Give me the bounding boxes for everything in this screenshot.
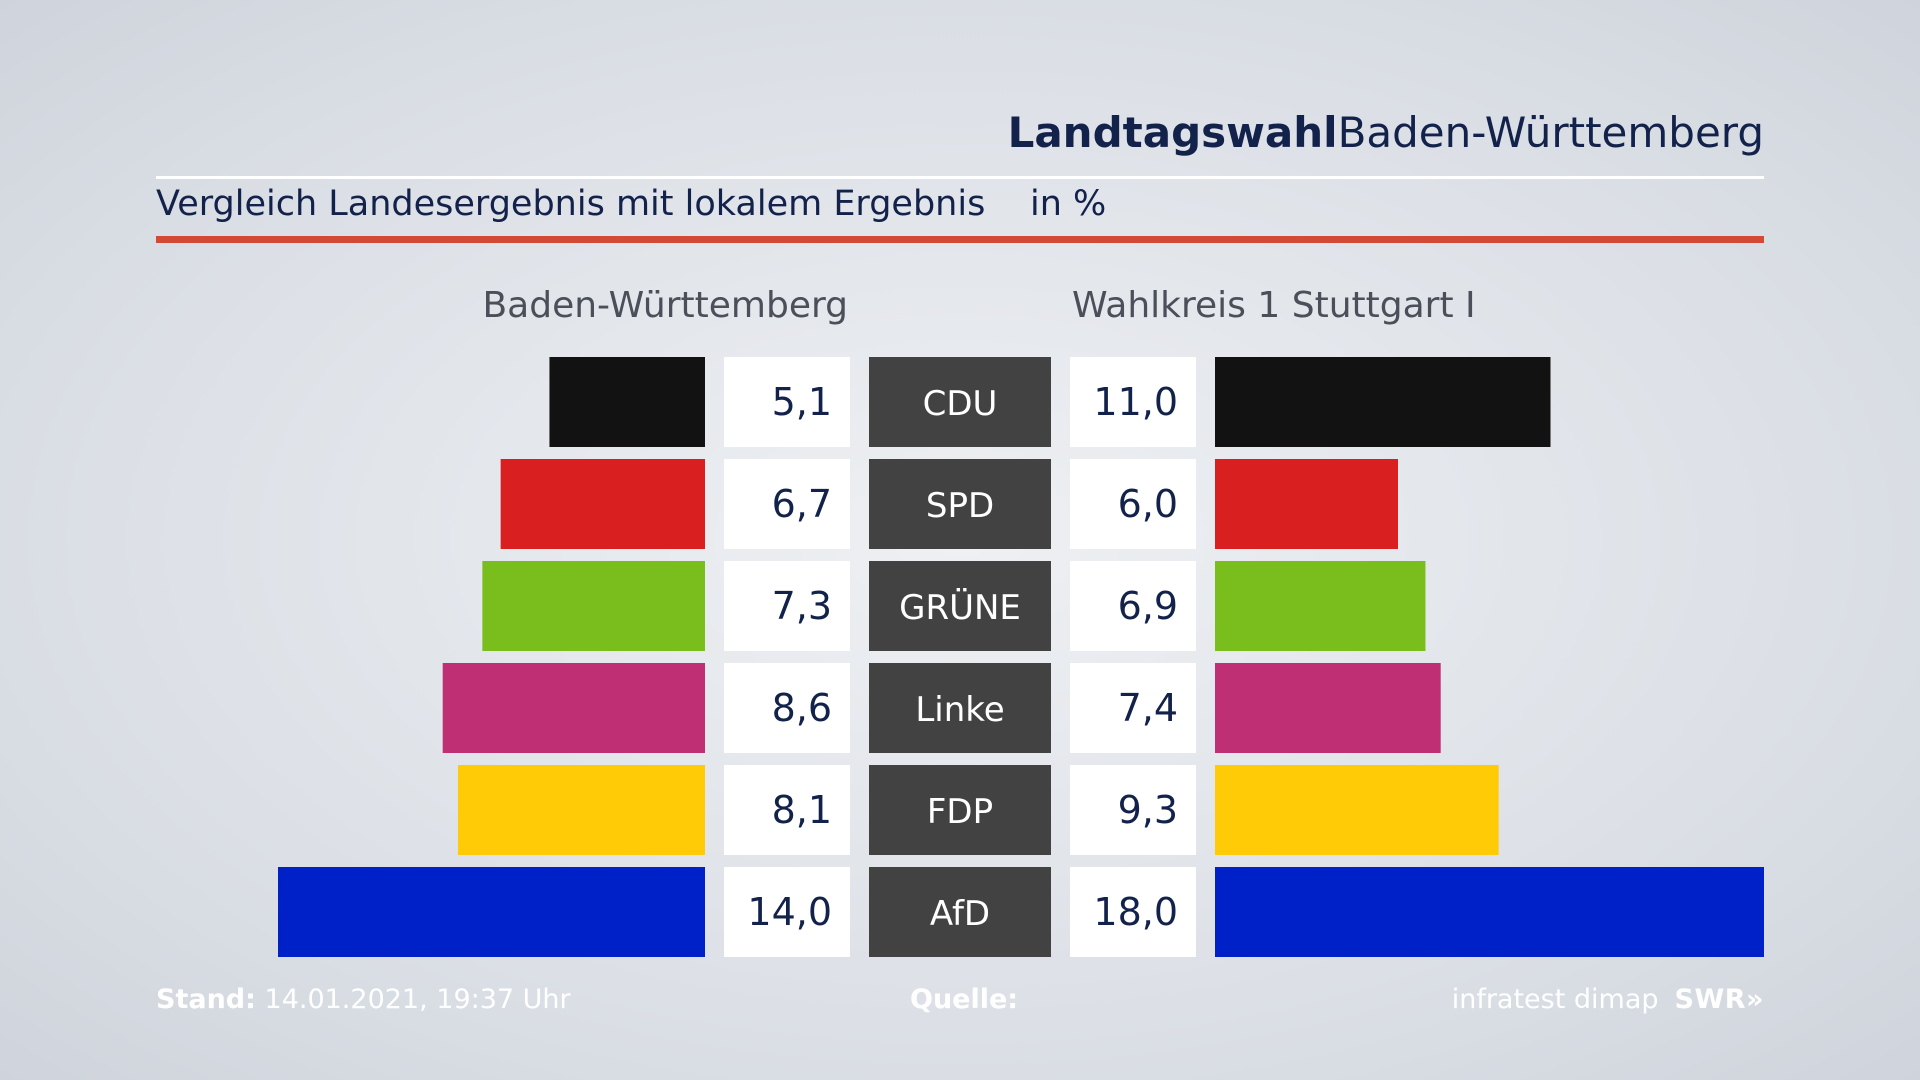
value-box-right (1070, 663, 1196, 753)
chart-subtitle: Vergleich Landesergebnis mit lokalem Erg… (156, 184, 986, 224)
page-title: LandtagswahlBaden-Württemberg (1008, 108, 1764, 157)
value-label-left: 8,6 (772, 686, 832, 730)
value-box-left (724, 459, 850, 549)
party-label-box (869, 561, 1051, 651)
quelle-label: Quelle: (910, 984, 1019, 1015)
value-label-right: 7,4 (1118, 686, 1178, 730)
value-label-right: 9,3 (1118, 788, 1178, 832)
value-box-right (1070, 867, 1196, 957)
title-bold: Landtagswahl (1007, 108, 1338, 157)
source-label: Quelle: (910, 984, 1018, 1015)
unit-label: in % (1030, 184, 1107, 224)
value-box-right (1070, 561, 1196, 651)
party-label-cdu: CDU (923, 384, 998, 424)
party-label-afd: AfD (930, 894, 990, 934)
bar-left-afd (278, 867, 705, 957)
title-regular: Baden-Württemberg (1337, 108, 1764, 157)
bar-right-afd (1215, 867, 1764, 957)
value-label-left: 8,1 (772, 788, 832, 832)
value-label-right: 6,0 (1118, 482, 1178, 526)
party-label-linke: Linke (915, 690, 1004, 730)
value-label-left: 6,7 (772, 482, 832, 526)
value-label-right: 6,9 (1118, 584, 1178, 628)
party-label-fdp: FDP (927, 792, 993, 832)
party-label-grüne: GRÜNE (899, 587, 1021, 628)
value-box-left (724, 357, 850, 447)
swr-logo: SWR» (1674, 984, 1764, 1015)
series-title-left: Baden-Württemberg (482, 285, 848, 326)
bar-left-grüne (482, 561, 705, 651)
value-label-left: 7,3 (772, 584, 832, 628)
value-label-right: 11,0 (1093, 380, 1178, 424)
header-divider (156, 176, 1764, 179)
value-box-left (724, 867, 850, 957)
party-label-box (869, 663, 1051, 753)
value-box-right (1070, 459, 1196, 549)
value-box-left (724, 663, 850, 753)
value-box-right (1070, 765, 1196, 855)
bar-left-fdp (457, 765, 705, 855)
source-credits: infratest dimap SWR» (1452, 984, 1764, 1015)
stand-value: 14.01.2021, 19:37 Uhr (264, 984, 571, 1015)
stand-label: Stand: (156, 984, 256, 1015)
bar-right-cdu (1215, 357, 1551, 447)
value-box-left (724, 765, 850, 855)
accent-divider (156, 236, 1764, 243)
bar-left-linke (442, 663, 705, 753)
bar-left-cdu (549, 357, 705, 447)
timestamp: Stand: 14.01.2021, 19:37 Uhr (156, 984, 571, 1015)
source-name: infratest dimap (1451, 984, 1659, 1015)
party-label-box (869, 867, 1051, 957)
value-label-right: 18,0 (1093, 890, 1178, 934)
bar-right-grüne (1215, 561, 1426, 651)
party-label-box (869, 459, 1051, 549)
party-label-spd: SPD (926, 486, 994, 526)
value-label-left: 5,1 (772, 380, 832, 424)
value-box-right (1070, 357, 1196, 447)
bar-right-spd (1215, 459, 1398, 549)
value-label-left: 14,0 (747, 890, 832, 934)
party-label-box (869, 357, 1051, 447)
bar-right-linke (1215, 663, 1441, 753)
party-label-box (869, 765, 1051, 855)
bar-left-spd (500, 459, 705, 549)
bar-right-fdp (1215, 765, 1499, 855)
value-box-left (724, 561, 850, 651)
series-title-right: Wahlkreis 1 Stuttgart I (1072, 285, 1476, 326)
